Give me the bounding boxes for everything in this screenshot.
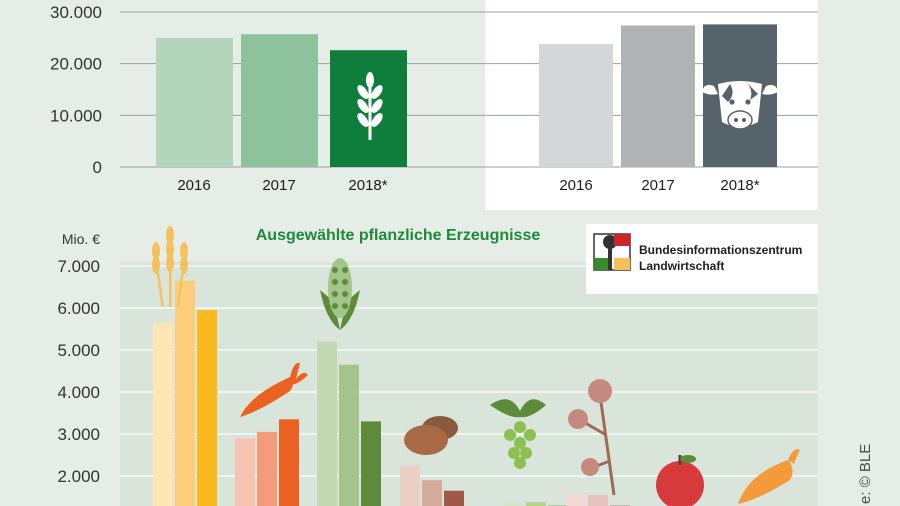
wheat-icon xyxy=(357,72,383,140)
bar-wheat-ears-2 xyxy=(175,280,195,506)
bar-grapes-1 xyxy=(504,503,524,506)
bar-corn-2 xyxy=(339,364,359,506)
top-right-bars xyxy=(539,24,777,168)
bar-carrot-1 xyxy=(235,438,255,506)
y-tick-label: 7.000 xyxy=(57,257,100,276)
top-left-y-axis: 30.000 20.000 10.000 0 xyxy=(50,3,102,177)
top-left-bar-chart: 30.000 20.000 10.000 0 2016 2017 2018* xyxy=(50,3,485,194)
y-tick-label: 20.000 xyxy=(50,55,102,74)
bar-2016 xyxy=(539,44,613,167)
bar-2017 xyxy=(241,34,318,168)
bottom-panel xyxy=(120,262,818,506)
vegetable-icon xyxy=(738,449,800,504)
top-right-bar-chart: 2016 2017 2018* xyxy=(485,0,818,210)
bottom-bar-chart: 7.000 6.000 5.000 4.000 3.000 2.000 Mio. € Au… xyxy=(57,224,818,506)
bar-2017 xyxy=(621,25,695,168)
bottom-y-axis: 7.000 6.000 5.000 4.000 3.000 2.000 xyxy=(57,257,100,486)
grapes-icon xyxy=(490,399,546,469)
bar-wheat-ears-3 xyxy=(197,310,217,506)
top-left-bars xyxy=(156,34,407,168)
ble-logo-mark xyxy=(593,233,631,271)
x-tick-label: 2018* xyxy=(348,177,387,194)
bar-cotton-plant-1 xyxy=(566,493,586,506)
corn-icon xyxy=(320,258,360,330)
x-tick-label: 2017 xyxy=(262,177,295,194)
x-tick-label: 2017 xyxy=(641,177,674,194)
x-tick-label: 2016 xyxy=(177,177,210,194)
x-tick-label: 2018* xyxy=(720,177,759,194)
y-tick-label: 30.000 xyxy=(50,3,102,22)
top-left-x-axis: 2016 2017 2018* xyxy=(177,177,387,194)
bar-wheat-ears-1 xyxy=(153,322,173,506)
bar-potato-2 xyxy=(422,480,442,506)
x-tick-label: 2016 xyxy=(559,177,592,194)
image-credit: e: © BLE xyxy=(857,444,874,504)
y-tick-label: 3.000 xyxy=(57,425,100,444)
bar-cotton-plant-2 xyxy=(588,494,608,506)
wheat-ears-icon xyxy=(152,226,188,307)
bar-carrot-2 xyxy=(257,431,277,506)
apple-icon xyxy=(656,455,704,506)
cow-icon xyxy=(702,81,778,130)
image-credit-text: e: © BLE xyxy=(857,444,874,504)
y-tick-label: 5.000 xyxy=(57,341,100,360)
ble-logo-line1: Bundesinformationszentrum xyxy=(639,243,802,257)
bar-grapes-2 xyxy=(526,502,546,506)
ble-logo-line2: Landwirtschaft xyxy=(639,259,724,273)
y-tick-label: 10.000 xyxy=(50,106,102,125)
bar-corn-1 xyxy=(317,341,337,506)
potato-icon xyxy=(404,416,458,455)
cotton-plant-icon xyxy=(568,379,616,496)
top-right-x-axis: 2016 2017 2018* xyxy=(559,177,759,194)
y-tick-label: 2.000 xyxy=(57,467,100,486)
y-tick-label: 4.000 xyxy=(57,383,100,402)
ble-logo: Bundesinformationszentrum Landwirtschaft xyxy=(586,224,818,294)
bar-potato-1 xyxy=(400,465,420,506)
carrot-icon xyxy=(240,362,308,417)
bar-2016 xyxy=(156,37,233,167)
bar-potato-3 xyxy=(444,490,464,506)
bottom-bars xyxy=(153,280,630,506)
y-tick-label: 0 xyxy=(93,158,102,177)
bar-carrot-3 xyxy=(279,419,299,506)
bar-corn-3 xyxy=(361,421,381,506)
bottom-chart-title: Ausgewählte pflanzliche Erzeugnisse xyxy=(256,227,541,244)
bottom-y-axis-label: Mio. € xyxy=(62,231,100,247)
y-tick-label: 6.000 xyxy=(57,299,100,318)
